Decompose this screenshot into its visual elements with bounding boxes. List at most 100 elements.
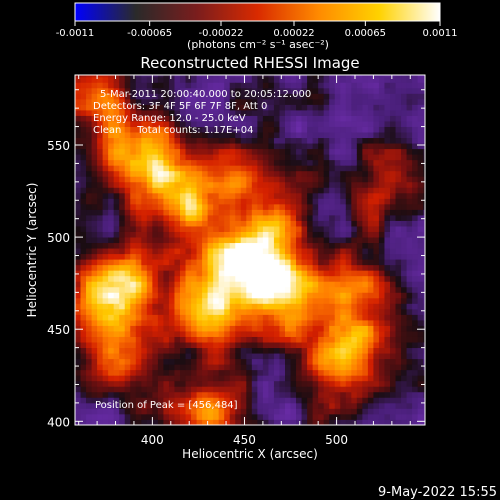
heatmap-cell	[312, 358, 319, 365]
heatmap-cell	[135, 231, 142, 238]
heatmap-cell	[279, 364, 286, 371]
heatmap-cell	[417, 369, 424, 376]
heatmap-cell	[213, 93, 220, 100]
heatmap-cell	[97, 220, 104, 227]
heatmap-cell	[108, 413, 115, 420]
heatmap-cell	[423, 203, 425, 210]
heatmap-cell	[345, 303, 352, 310]
heatmap-cell	[218, 353, 225, 360]
heatmap-cell	[279, 154, 286, 161]
heatmap-cell	[417, 320, 424, 326]
heatmap-cell	[401, 137, 407, 144]
heatmap-cell	[124, 93, 131, 100]
heatmap-cell	[135, 364, 142, 371]
heatmap-cell	[273, 159, 280, 166]
heatmap-cell	[301, 115, 308, 122]
heatmap-cell	[412, 215, 419, 221]
heatmap-cell	[390, 115, 396, 122]
heatmap-cell	[262, 397, 269, 404]
heatmap-cell	[323, 143, 330, 150]
heatmap-cell	[218, 137, 225, 144]
heatmap-cell	[307, 358, 314, 365]
heatmap-cell	[213, 336, 220, 343]
heatmap-cell	[273, 264, 280, 271]
heatmap-cell	[146, 303, 153, 310]
heatmap-cell	[218, 264, 225, 271]
heatmap-cell	[417, 314, 424, 321]
heatmap-cell	[80, 198, 87, 205]
heatmap-cell	[235, 143, 242, 150]
heatmap-cell	[146, 181, 153, 188]
heatmap-cell	[285, 325, 291, 332]
heatmap-cell	[108, 93, 115, 100]
heatmap-cell	[240, 369, 247, 376]
heatmap-cell	[417, 203, 424, 210]
heatmap-cell	[307, 369, 314, 376]
annotation-detectors: Detectors: 3F 4F 5F 6F 7F 8F, Att 0	[93, 101, 267, 112]
heatmap-cell	[97, 198, 104, 205]
heatmap-cell	[351, 286, 358, 293]
heatmap-cell	[279, 203, 286, 210]
heatmap-cell	[174, 126, 181, 133]
heatmap-cell	[86, 143, 92, 150]
heatmap-cell	[401, 331, 407, 337]
heatmap-cell	[356, 347, 363, 354]
heatmap-cell	[174, 419, 181, 425]
heatmap-cell	[401, 320, 407, 326]
heatmap-cell	[168, 115, 175, 122]
heatmap-cell	[141, 391, 148, 398]
heatmap-cell	[240, 209, 247, 216]
heatmap-cell	[202, 314, 209, 321]
heatmap-cell	[163, 275, 170, 282]
heatmap-cell	[356, 181, 363, 188]
heatmap-cell	[323, 121, 330, 127]
heatmap-cell	[296, 82, 302, 89]
colorbar-strip	[74, 2, 441, 22]
heatmap-cell	[318, 380, 325, 387]
heatmap-cell	[163, 220, 170, 227]
heatmap-cell	[395, 110, 402, 116]
heatmap-cell	[174, 308, 181, 315]
heatmap-cell	[108, 176, 115, 183]
heatmap-cell	[279, 75, 286, 78]
heatmap-cell	[362, 137, 369, 144]
heatmap-cell	[213, 198, 220, 205]
heatmap-cell	[378, 286, 385, 293]
heatmap-cell	[113, 209, 120, 216]
heatmap-cell	[80, 165, 87, 172]
heatmap-cell	[207, 259, 214, 266]
heatmap-cell	[384, 154, 391, 161]
heatmap-cell	[367, 353, 374, 360]
heatmap-cell	[417, 253, 424, 260]
heatmap-cell	[301, 132, 308, 139]
heatmap-cell	[417, 87, 424, 94]
heatmap-cell	[135, 264, 142, 271]
heatmap-cell	[334, 231, 341, 238]
heatmap-cell	[378, 137, 385, 144]
heatmap-cell	[395, 375, 402, 382]
heatmap-cell	[390, 347, 396, 354]
heatmap-cell	[180, 375, 186, 382]
heatmap-cell	[318, 264, 325, 271]
heatmap-cell	[146, 98, 153, 105]
heatmap-cell	[362, 126, 369, 133]
heatmap-cell	[229, 154, 236, 161]
heatmap-cell	[135, 203, 142, 210]
heatmap-cell	[141, 314, 148, 321]
heatmap-cell	[180, 226, 186, 232]
heatmap-cell	[290, 253, 297, 260]
heatmap-cell	[301, 303, 308, 310]
heatmap-cell	[401, 281, 407, 288]
heatmap-cell	[362, 369, 369, 376]
heatmap-cell	[401, 176, 407, 183]
heatmap-cell	[351, 314, 358, 321]
heatmap-cell	[196, 253, 203, 260]
heatmap-cell	[91, 364, 98, 371]
heatmap-cell	[246, 198, 253, 205]
heatmap-cell	[152, 93, 159, 100]
heatmap-cell	[285, 159, 291, 166]
heatmap-cell	[401, 115, 407, 122]
heatmap-cell	[329, 93, 336, 100]
heatmap-cell	[113, 76, 120, 83]
heatmap-cell	[97, 121, 104, 127]
